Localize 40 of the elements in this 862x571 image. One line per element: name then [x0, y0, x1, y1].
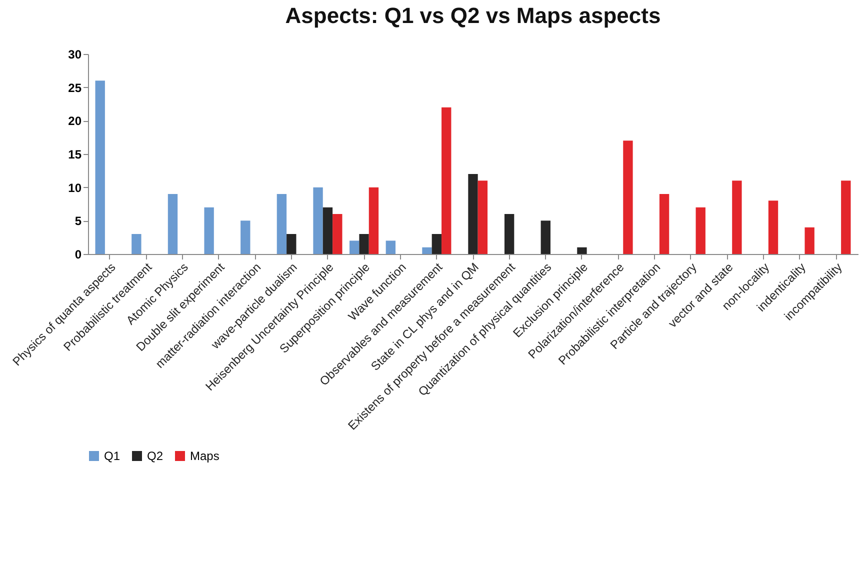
y-tick-label: 25 — [68, 80, 82, 95]
bar — [313, 187, 323, 254]
bar — [204, 207, 214, 254]
y-tick-label: 10 — [68, 180, 82, 195]
bar — [240, 220, 250, 254]
bar — [540, 220, 550, 254]
bar — [359, 234, 369, 254]
y-tick-label: 15 — [68, 148, 82, 162]
chart-title: Aspects: Q1 vs Q2 vs Maps aspects — [285, 3, 661, 28]
bar — [577, 247, 587, 254]
bar — [478, 180, 488, 254]
bar — [95, 80, 105, 254]
bar — [168, 194, 178, 254]
bar — [132, 234, 142, 254]
bar — [276, 194, 287, 254]
bar — [322, 207, 333, 254]
y-tick-label: 5 — [74, 214, 82, 228]
legend-label: Q2 — [147, 449, 164, 463]
bar — [468, 174, 478, 254]
bar — [422, 247, 432, 254]
bar — [332, 214, 342, 254]
bar — [659, 194, 670, 254]
bar — [442, 107, 452, 254]
bar — [286, 234, 296, 254]
bar — [504, 214, 514, 254]
bar — [732, 180, 742, 254]
bar — [696, 207, 706, 254]
bar — [623, 140, 633, 254]
y-tick-label: 30 — [68, 48, 82, 62]
bar — [768, 200, 778, 254]
bar — [432, 234, 442, 254]
legend-label: Maps — [190, 449, 220, 463]
legend-label: Q1 — [104, 449, 120, 463]
bar — [804, 227, 814, 254]
bar — [841, 180, 851, 254]
y-tick-label: 20 — [68, 114, 82, 128]
y-tick-label: 0 — [74, 248, 82, 262]
bar — [368, 187, 379, 254]
bar — [350, 240, 360, 254]
bar — [386, 240, 396, 254]
